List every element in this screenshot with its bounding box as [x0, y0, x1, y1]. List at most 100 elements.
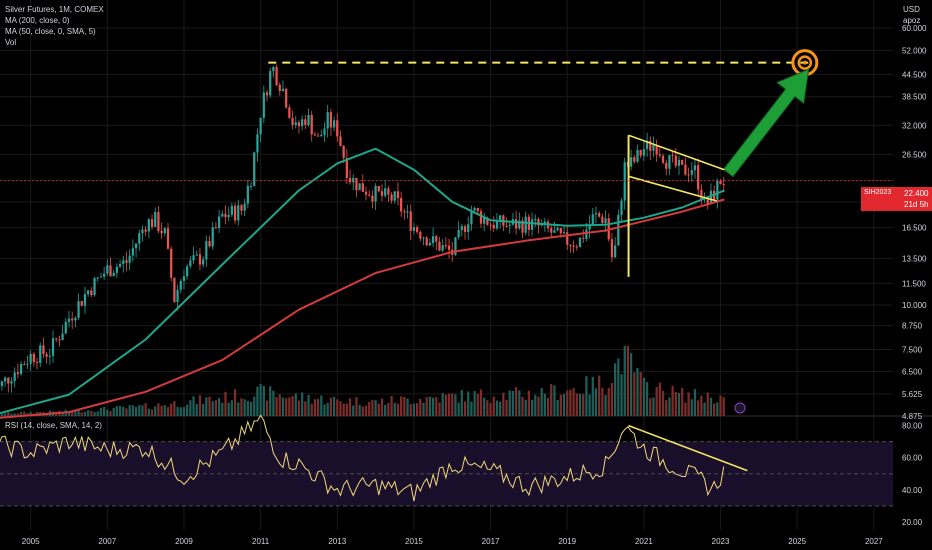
breakout-arrow[interactable]	[722, 68, 810, 178]
time-tick-label: 2023	[712, 537, 730, 546]
volume-bar	[706, 392, 709, 416]
candle	[272, 66, 275, 72]
volume-bar	[444, 394, 447, 416]
volume-bar	[243, 399, 246, 416]
volume-bar	[716, 402, 719, 416]
candle	[629, 157, 633, 167]
price-tick-label: 4.875	[902, 412, 923, 421]
badge-price: 22.400	[904, 189, 929, 198]
volume-bar	[233, 389, 237, 416]
volume-bar	[332, 396, 336, 416]
rsi-line[interactable]	[0, 414, 725, 502]
candle	[7, 377, 10, 384]
volume-bar	[614, 363, 617, 416]
ma50-line[interactable]	[0, 147, 725, 416]
volume-bar	[265, 400, 269, 416]
rsi-legend[interactable]: RSI (14, close, SMA, 14, 2)	[5, 421, 102, 430]
time-tick-label: 2009	[175, 537, 193, 546]
volume-bar	[435, 397, 438, 416]
candle	[93, 277, 96, 296]
event-icon[interactable]	[734, 402, 746, 414]
candle	[345, 158, 348, 179]
volume-bar	[285, 398, 288, 416]
volume-bar	[655, 387, 658, 416]
volume-bar	[205, 397, 208, 416]
volume-bar	[703, 402, 706, 416]
candle	[521, 220, 524, 233]
candle	[166, 228, 170, 249]
candle	[524, 216, 527, 233]
flag-trendline[interactable]	[628, 134, 725, 171]
candle	[700, 189, 703, 200]
rsi-trendline[interactable]	[628, 424, 748, 472]
candle	[508, 224, 511, 226]
candle	[233, 205, 237, 221]
candle	[173, 277, 176, 303]
volume-bar	[377, 403, 380, 416]
candle	[380, 191, 384, 196]
volume-bar	[67, 411, 71, 416]
candle	[118, 263, 122, 267]
volume-bar	[380, 398, 384, 416]
candle	[297, 122, 301, 127]
candle	[294, 122, 297, 125]
candle	[189, 260, 192, 267]
volume-bar	[677, 392, 681, 416]
volume-bar	[697, 400, 700, 416]
volume-bar	[96, 411, 99, 416]
volume-bar	[29, 412, 32, 416]
candle	[316, 135, 320, 137]
candle	[422, 237, 425, 239]
candle	[125, 260, 128, 263]
volume-bar	[483, 397, 486, 416]
volume-bar	[617, 358, 620, 416]
volume-bar	[591, 376, 594, 416]
candle	[329, 112, 333, 128]
candle	[64, 321, 67, 334]
candle	[179, 280, 182, 290]
candle	[674, 155, 677, 166]
volume-bar	[125, 408, 128, 416]
candle	[575, 246, 578, 248]
candle	[687, 174, 690, 176]
candle	[668, 155, 671, 169]
volume-bar	[626, 346, 630, 416]
volume-bar	[13, 413, 16, 416]
candle	[684, 164, 687, 175]
volume-bar	[329, 397, 333, 416]
volume-bar	[559, 394, 562, 416]
badge-symbol: SIH2023	[864, 189, 892, 196]
volume-bar	[138, 405, 141, 416]
candle	[217, 216, 221, 228]
volume-bar	[623, 346, 626, 416]
ma200-line[interactable]	[0, 198, 725, 419]
time-tick-label: 2005	[22, 537, 40, 546]
flag-trendline[interactable]	[628, 175, 717, 202]
ma50-legend[interactable]: MA (50, close, 0, SMA, 5)	[5, 27, 96, 36]
volume-bar	[83, 411, 87, 416]
candle	[582, 237, 585, 239]
volume-bar	[681, 388, 684, 416]
volume-bar	[246, 400, 249, 416]
volume-bar	[428, 396, 432, 416]
candle	[697, 165, 700, 190]
candle	[444, 245, 447, 247]
target-center-dot	[802, 60, 807, 65]
volume-bar	[217, 398, 221, 416]
volume-bar	[438, 402, 441, 416]
candle	[195, 254, 198, 256]
volume-bar	[620, 374, 623, 416]
volume-bar	[687, 392, 690, 416]
volume-bar	[652, 397, 655, 416]
volume-bar	[77, 409, 80, 416]
volume-bar	[604, 395, 607, 416]
vol-legend[interactable]: Vol	[5, 38, 17, 47]
candle	[35, 361, 39, 363]
volume-bar	[176, 406, 179, 416]
volume-bar	[147, 408, 150, 416]
ma200-legend[interactable]: MA (200, close, 0)	[5, 16, 70, 25]
scale-mode-label[interactable]: apoz	[903, 16, 921, 25]
candle	[336, 120, 339, 137]
candle	[441, 245, 444, 251]
